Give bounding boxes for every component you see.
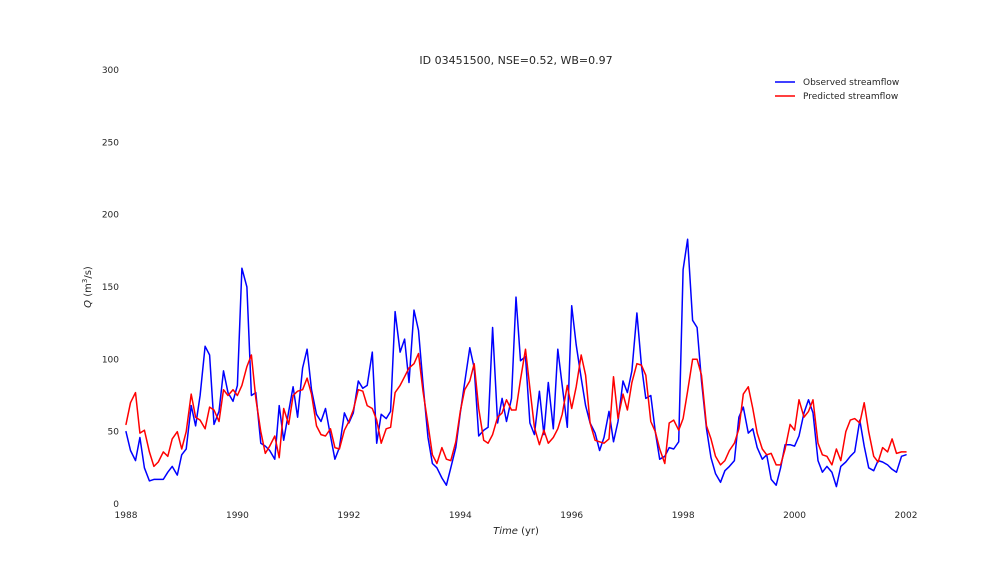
legend: Observed streamflow Predicted streamflow [775,78,899,102]
y-tick-label: 150 [102,283,119,293]
y-tick-label: 0 [113,500,119,510]
y-axis-label-unit-sup: 3 [81,279,89,283]
x-axis-label-unit: (yr) [521,526,539,537]
x-axis-ticks: 1988 1990 1992 1994 1996 1998 2000 2002 [115,511,918,521]
y-tick-label: 250 [102,138,119,148]
x-tick-label: 1988 [115,511,138,521]
y-axis-label-main: Q [83,300,94,308]
y-tick-label: 200 [102,211,119,221]
x-tick-label: 1998 [672,511,695,521]
y-tick-label: 300 [102,66,119,76]
series-line-predicted [125,348,907,468]
legend-label-predicted: Predicted streamflow [803,92,898,102]
series-layer [125,238,907,488]
y-tick-label: 100 [102,355,119,365]
y-axis-label: Q (m3/s) [81,266,94,308]
x-tick-label: 2002 [895,511,918,521]
x-tick-label: 1992 [337,511,360,521]
x-tick-label: 1994 [449,511,472,521]
chart-title: ID 03451500, NSE=0.52, WB=0.97 [419,54,612,67]
x-tick-label: 1996 [560,511,583,521]
x-tick-label: 2000 [783,511,806,521]
x-tick-label: 1990 [226,511,249,521]
y-axis-label-unit-prefix: (m [83,283,94,297]
x-axis-label-main: Time [493,526,518,537]
y-axis-label-unit-suffix: /s) [83,266,94,279]
legend-label-observed: Observed streamflow [803,78,899,88]
x-axis-label: Time (yr) [493,526,539,537]
y-tick-label: 50 [108,428,120,438]
y-axis-ticks: 0 50 100 150 200 250 300 [102,66,119,510]
